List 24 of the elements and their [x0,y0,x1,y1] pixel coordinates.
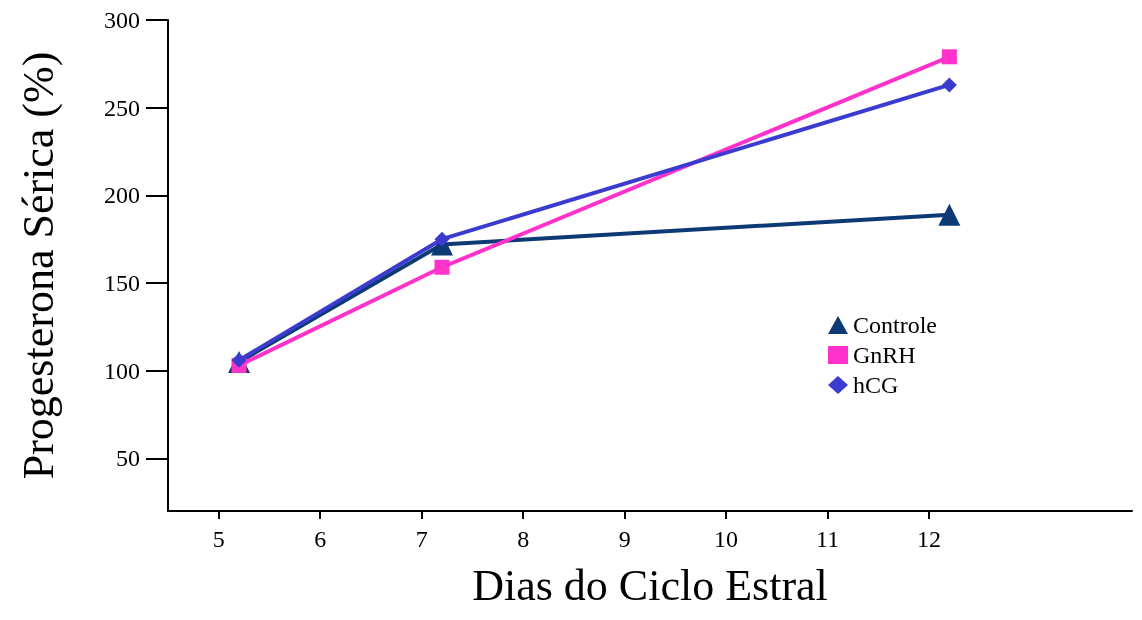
x-tick-label: 6 [314,526,327,552]
point [941,49,957,65]
y-tick-label: 50 [116,445,140,472]
point [938,203,961,226]
y-tick-label: 100 [104,357,140,384]
y-tick-label: 300 [104,7,140,33]
point [941,77,957,93]
y-tick-label: 150 [104,270,140,297]
legend-label: Controle [853,312,937,338]
x-tick-label: 10 [714,526,739,552]
y-tick-label: 200 [104,182,140,209]
legend-label: GnRH [853,342,916,368]
point [434,259,450,275]
x-tick-label: 8 [517,526,530,552]
legend-label: hCG [853,372,899,398]
y-tick-label: 250 [104,94,140,121]
x-tick-label: 7 [415,526,428,552]
point [434,231,450,247]
x-tick-label: 5 [212,526,225,552]
x-tick-label: 11 [816,526,840,552]
x-tick-label: 9 [618,526,631,552]
x-tick-label: 12 [917,526,942,552]
x-axis-title: Dias do Ciclo Estral [472,560,828,610]
y-axis-title: Progesterona Sérica (%) [13,51,63,480]
